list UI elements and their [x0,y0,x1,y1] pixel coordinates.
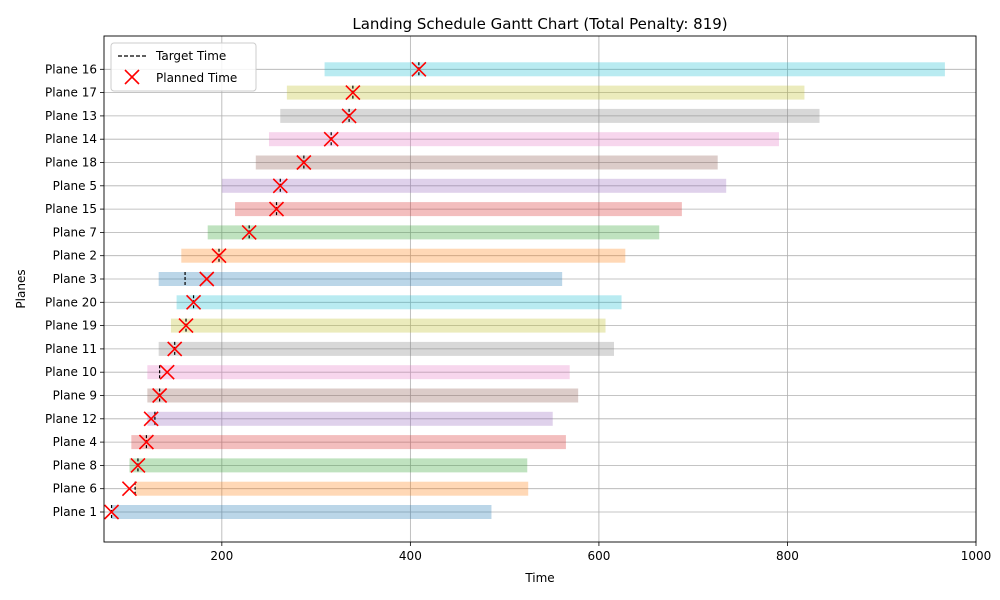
landing-window-bar [147,388,579,403]
planned-time-marker [272,178,288,194]
planned-time-marker [199,271,215,287]
y-tick-label: Plane 19 [45,319,97,333]
y-tick-label: Plane 5 [53,179,97,193]
planned-time-marker [241,224,257,240]
y-tick-label: Plane 3 [53,272,97,286]
x-tick-label: 800 [776,549,799,563]
landing-window-bar [268,132,779,147]
y-tick-label: Plane 12 [45,412,97,426]
chart-title: Landing Schedule Gantt Chart (Total Pena… [352,15,727,33]
legend-frame [110,42,257,92]
x-tick-label: 200 [210,549,233,563]
y-axis-ticks: Plane 1 Plane 6 Plane 8 Plane 4 Plane 12 Plan… [45,62,104,519]
y-tick-label: Plane 2 [53,249,97,263]
y-tick-label: Plane 6 [53,482,97,496]
landing-window-bar [280,108,820,123]
planned-time-marker [268,201,285,217]
planned-time-marker [211,248,227,264]
planned-time-marker [341,108,357,124]
x-axis-ticks: 200 400 600 800 1000 [210,542,991,563]
planned-time-marker [152,387,168,404]
legend-planned-label: Planned Time [156,71,237,85]
planned-time-marker [143,411,159,427]
landing-window-bar [286,85,805,100]
x-tick-label: 1000 [961,549,992,563]
y-tick-label: Plane 13 [45,109,97,123]
landing-window-bar [324,62,945,77]
y-tick-label: Plane 8 [53,458,97,472]
y-tick-label: Plane 4 [53,435,97,449]
landing-window-bar [129,458,528,473]
y-tick-label: Plane 15 [45,202,97,216]
legend-target-label: Target Time [155,49,226,63]
y-axis-label: Planes [14,269,28,308]
y-tick-label: Plane 18 [45,156,97,170]
x-tick-label: 400 [399,549,422,563]
landing-window-bar [221,178,727,193]
landing-window-bar [181,248,626,263]
landing-window-bar [235,202,682,217]
planned-time-marker [159,364,175,380]
planned-time-marker [130,457,146,473]
landing-window-bar [207,225,660,240]
legend: Target Time Planned Time [110,42,257,92]
planned-time-marker [411,61,427,77]
landing-window-bar [131,435,566,450]
planned-time-marker [167,341,183,357]
landing-window-bar [147,365,570,380]
landing-window-bars [111,62,945,519]
legend-planned-marker [124,69,140,85]
landing-window-bar [158,272,563,286]
landing-window-bar [158,341,615,356]
x-tick-label: 600 [587,549,610,563]
landing-window-bar [255,155,718,170]
planned-time-marker [345,85,361,101]
planned-time-marks [103,61,427,520]
y-tick-label: Plane 17 [45,86,97,100]
y-tick-label: Plane 9 [53,389,97,403]
planned-time-marker [121,481,138,497]
landing-window-bar [170,318,606,333]
landing-window-bar [135,481,529,496]
plot-background [104,36,976,542]
y-tick-label: Plane 10 [45,365,97,379]
planned-time-marker [185,294,202,310]
planned-time-marker [296,154,312,171]
landing-window-bar [147,411,553,426]
planned-time-marker [138,434,154,450]
y-tick-label: Plane 11 [45,342,97,356]
grid-lines [104,36,977,542]
plot-frame [103,35,977,543]
y-tick-label: Plane 7 [53,225,97,239]
y-tick-label: Plane 20 [45,295,97,309]
y-tick-label: Plane 14 [45,132,97,146]
y-tick-label: Plane 1 [53,505,97,519]
landing-window-bar [176,295,622,310]
planned-time-marker [323,131,339,147]
planned-time-marker [178,318,194,334]
y-tick-label: Plane 16 [45,62,97,76]
planned-time-marker [103,504,120,520]
landing-window-bar [111,505,492,519]
x-axis-label: Time [524,571,554,585]
